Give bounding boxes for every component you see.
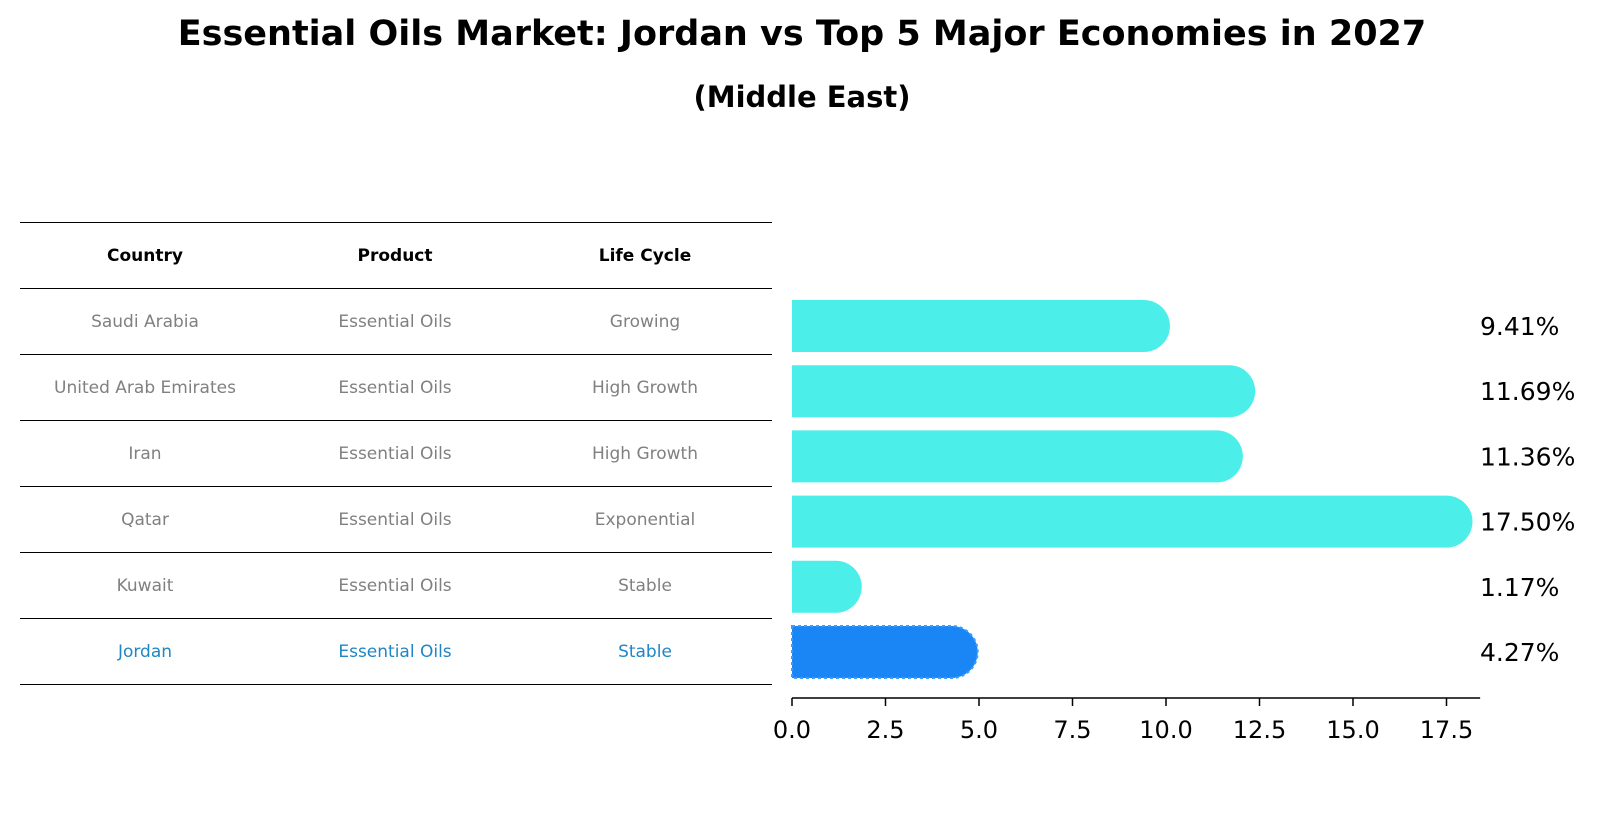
bar [792, 300, 1170, 352]
x-axis-tick-label: 15.0 [1326, 716, 1379, 744]
x-axis-tick-label: 17.5 [1420, 716, 1473, 744]
bar-value-label: 11.36% [1480, 442, 1575, 471]
product-cell: Essential Oils [338, 641, 452, 662]
life-cycle-cell: Stable [618, 575, 672, 596]
bar [792, 495, 1473, 548]
life-cycle-cell: Exponential [594, 509, 696, 530]
country-cell: Iran [128, 443, 162, 464]
header-country: Country [107, 245, 183, 266]
life-cycle-cell: Growing [609, 311, 681, 332]
table-header-row: Country Product Life Cycle [20, 223, 772, 289]
table-row: Qatar Essential Oils Exponential [20, 487, 772, 553]
table-row: Iran Essential Oils High Growth [20, 421, 772, 487]
product-cell: Essential Oils [338, 575, 452, 596]
table-row: United Arab Emirates Essential Oils High… [20, 355, 772, 421]
x-axis-tick-label: 12.5 [1233, 716, 1286, 744]
product-cell: Essential Oils [338, 509, 452, 530]
x-axis-tick-label: 7.5 [1053, 716, 1091, 744]
country-cell: United Arab Emirates [54, 377, 236, 398]
product-cell: Essential Oils [338, 377, 452, 398]
header-product: Product [357, 245, 433, 266]
bar [792, 560, 862, 613]
country-cell: Jordan [117, 641, 173, 662]
bar-value-label: 11.69% [1480, 377, 1575, 406]
bar-value-label: 9.41% [1480, 312, 1559, 341]
life-cycle-cell: High Growth [591, 377, 698, 398]
table-row: Kuwait Essential Oils Stable [20, 553, 772, 619]
x-axis-tick-label: 10.0 [1139, 716, 1192, 744]
table-row: Saudi Arabia Essential Oils Growing [20, 289, 772, 355]
header-life-cycle: Life Cycle [598, 245, 692, 266]
table-row-highlighted: Jordan Essential Oils Stable [20, 619, 772, 685]
country-cell: Kuwait [116, 575, 174, 596]
bar-value-label: 17.50% [1480, 508, 1575, 537]
x-axis-tick-label: 5.0 [960, 716, 998, 744]
product-cell: Essential Oils [338, 311, 452, 332]
x-axis-tick-label: 2.5 [866, 716, 904, 744]
x-axis-tick-label: 0.0 [773, 716, 811, 744]
bar [792, 365, 1256, 418]
bar-highlighted [791, 625, 979, 679]
data-table: Country Product Life Cycle Saudi Arabia … [20, 222, 772, 685]
life-cycle-cell: High Growth [591, 443, 698, 464]
chart-title: Essential Oils Market: Jordan vs Top 5 M… [177, 14, 1427, 54]
bar-value-label: 4.27% [1480, 638, 1559, 667]
life-cycle-cell: Stable [618, 641, 672, 662]
chart-subtitle: (Middle East) [693, 80, 911, 114]
bar [792, 430, 1243, 483]
country-cell: Qatar [121, 509, 169, 530]
country-cell: Saudi Arabia [91, 311, 199, 332]
product-cell: Essential Oils [338, 443, 452, 464]
bar-value-label: 1.17% [1480, 573, 1559, 602]
